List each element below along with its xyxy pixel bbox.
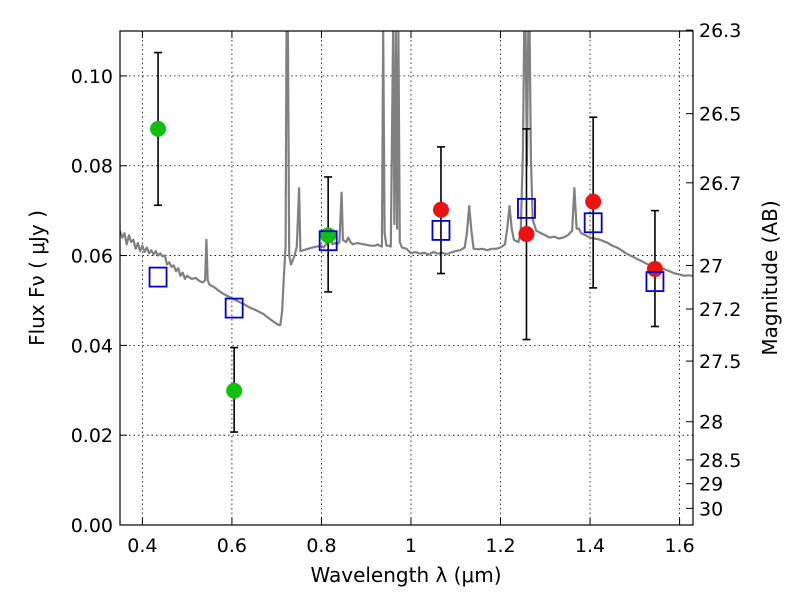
- y2-tick-label: 28.5: [699, 450, 741, 472]
- red-observations-point: [432, 201, 449, 218]
- errorbar-layer: [154, 51, 659, 433]
- model-photometry-point: [431, 219, 451, 241]
- x-tick-label: 1.4: [575, 535, 605, 557]
- x-tick-label: 0.6: [217, 535, 247, 557]
- y-tick-label: 0.06: [71, 246, 113, 268]
- tick-layer: [120, 29, 693, 526]
- x-tick-label: 1.6: [664, 535, 694, 557]
- model-photometry-point: [583, 212, 603, 234]
- y-tick-label: 0.00: [71, 515, 113, 537]
- y2-tick-label: 27.2: [699, 299, 741, 321]
- y2-tick-label: 26.5: [699, 104, 741, 126]
- model-spectrum-layer: [120, 31, 693, 327]
- green-observations-point: [226, 382, 243, 399]
- y2-tick-label: 26.3: [699, 20, 741, 42]
- green-observations-point: [150, 120, 167, 137]
- model-photometry-point: [224, 297, 244, 319]
- red-observations-point: [646, 261, 663, 278]
- x-tick-label: 0.8: [306, 535, 336, 557]
- grid-layer: [120, 31, 693, 526]
- model-photometry-point: [517, 197, 536, 219]
- y-tick-label: 0.10: [71, 66, 113, 88]
- y2-tick-label: 26.7: [699, 173, 741, 195]
- y-tick-label: 0.08: [71, 156, 113, 178]
- x-tick-label: 1.2: [485, 535, 515, 557]
- model-photometry-point: [645, 271, 665, 292]
- model-spectrum-line: [120, 31, 693, 327]
- y-axis-title: Flux Fν ( μJy ): [25, 210, 49, 346]
- y2-tick-label: 27.5: [699, 351, 741, 373]
- model-photometry-point: [148, 266, 168, 288]
- y2-tick-label: 29: [699, 474, 723, 496]
- red-observations-point: [585, 193, 602, 210]
- y-tick-label: 0.02: [71, 425, 113, 447]
- y2-tick-label: 28: [699, 412, 723, 434]
- marker-layer: [148, 120, 665, 399]
- y2-tick-label: 27: [699, 255, 723, 277]
- y-tick-label: 0.04: [71, 335, 113, 357]
- x-tick-label: 1: [405, 535, 417, 557]
- red-observations-point: [518, 225, 535, 242]
- plot-frame: [119, 30, 694, 526]
- tick-label-layer: 0.4 0.6 0.8 1 1.2 1.4 1.6 0.00 0.02 0.04 0.06 0.08 0…: [71, 20, 742, 557]
- y2-tick-label: 30: [699, 498, 723, 520]
- model-photometry-point: [318, 230, 338, 252]
- x-tick-label: 0.4: [127, 535, 157, 557]
- green-observations-point: [320, 227, 337, 244]
- x-axis-title: Wavelength λ (μm): [310, 563, 501, 587]
- y2-axis-title: Magnitude (AB): [758, 200, 782, 355]
